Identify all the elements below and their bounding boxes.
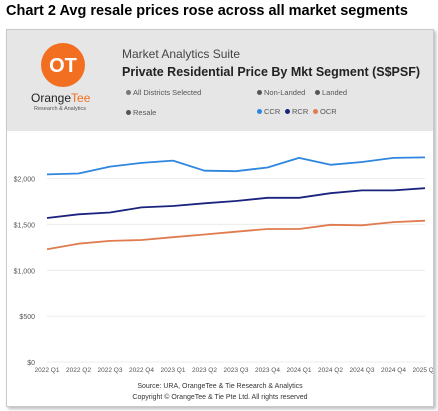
filter-all-districts[interactable]: All Districts Selected	[126, 88, 201, 97]
logo-tagline: Research & Analytics	[34, 106, 86, 112]
bullet-icon	[126, 110, 131, 115]
logo-name: OrangeTee	[31, 91, 90, 105]
legend-rcr[interactable]: RCR	[285, 107, 308, 116]
page-heading: Chart 2 Avg resale prices rose across al…	[6, 3, 408, 19]
bullet-icon	[315, 90, 320, 95]
orangetee-logo-icon: OT	[41, 43, 85, 87]
x-tick-label: 2022 Q2	[66, 367, 91, 374]
x-tick-label: 2024 Q2	[318, 367, 343, 374]
filter-non-landed[interactable]: Non-Landed	[257, 88, 305, 97]
y-tick-label: $500	[19, 314, 35, 321]
legend-ccr[interactable]: CCR	[257, 107, 280, 116]
filter-label: All Districts Selected	[133, 88, 202, 97]
x-tick-label: 2024 Q1	[287, 367, 312, 374]
logo-name-part1: Orange	[31, 91, 72, 105]
x-tick-label: 2022 Q3	[98, 367, 123, 374]
y-tick-label: $1,500	[14, 222, 36, 229]
legend-label: OCR	[320, 107, 337, 116]
x-tick-label: 2023 Q4	[255, 367, 280, 374]
copyright-note: Copyright © OrangeTee & Tie Pte Ltd. All…	[132, 394, 308, 401]
logo-name-part2: Tee	[71, 91, 91, 105]
legend-swatch-icon	[313, 109, 318, 114]
legend-swatch-icon	[285, 109, 290, 114]
y-tick-label: $2,000	[14, 177, 36, 184]
filter-label: Landed	[322, 88, 348, 97]
filter-landed[interactable]: Landed	[315, 88, 347, 97]
source-note: Source: URA, OrangeTee & Tie Research & …	[137, 383, 303, 390]
legend-label: CCR	[264, 107, 281, 116]
app-title: Market Analytics Suite	[122, 47, 241, 61]
series-line-rcr	[46, 187, 426, 219]
bullet-icon	[126, 90, 131, 95]
logo-initials-icon: OT	[49, 55, 77, 77]
legend-label: RCR	[292, 107, 309, 116]
filter-label: Resale	[133, 108, 157, 117]
x-tick-label: 2022 Q1	[35, 367, 60, 374]
filter-resale[interactable]: Resale	[126, 108, 156, 117]
filter-label: Non-Landed	[264, 88, 306, 97]
y-tick-label: $1,000	[14, 268, 36, 275]
series-line-ccr	[46, 156, 426, 176]
x-tick-label: 2023 Q1	[161, 367, 186, 374]
x-tick-label: 2022 Q4	[129, 367, 154, 374]
y-tick-label: $0	[27, 360, 35, 367]
report-header: OT OrangeTee Research & Analytics Market…	[7, 30, 433, 131]
x-tick-label: 2025 Q1	[413, 367, 433, 374]
x-tick-label: 2023 Q3	[224, 367, 249, 374]
x-tick-label: 2024 Q3	[350, 367, 375, 374]
bullet-icon	[257, 90, 262, 95]
legend-swatch-icon	[257, 109, 262, 114]
price-line-chart: $0 $500 $1,000 $1,500 $2,000 2022 Q1 2022 Q2 20…	[14, 156, 433, 374]
legend-ocr[interactable]: OCR	[313, 107, 337, 116]
series-line-ocr	[46, 219, 426, 251]
chart-title: Private Residential Price By Mkt Segment…	[122, 65, 421, 79]
x-tick-label: 2023 Q2	[192, 367, 217, 374]
x-tick-label: 2024 Q4	[381, 367, 406, 374]
report-panel: OT OrangeTee Research & Analytics Market…	[6, 29, 434, 407]
svg-text:OT: OT	[49, 55, 77, 77]
